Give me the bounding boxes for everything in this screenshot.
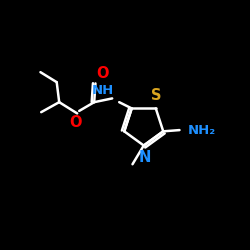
Text: O: O — [70, 115, 82, 130]
Text: O: O — [96, 66, 109, 81]
Text: S: S — [150, 88, 161, 103]
Text: N: N — [139, 150, 151, 164]
Text: NH₂: NH₂ — [188, 124, 216, 136]
Text: NH: NH — [92, 84, 114, 97]
